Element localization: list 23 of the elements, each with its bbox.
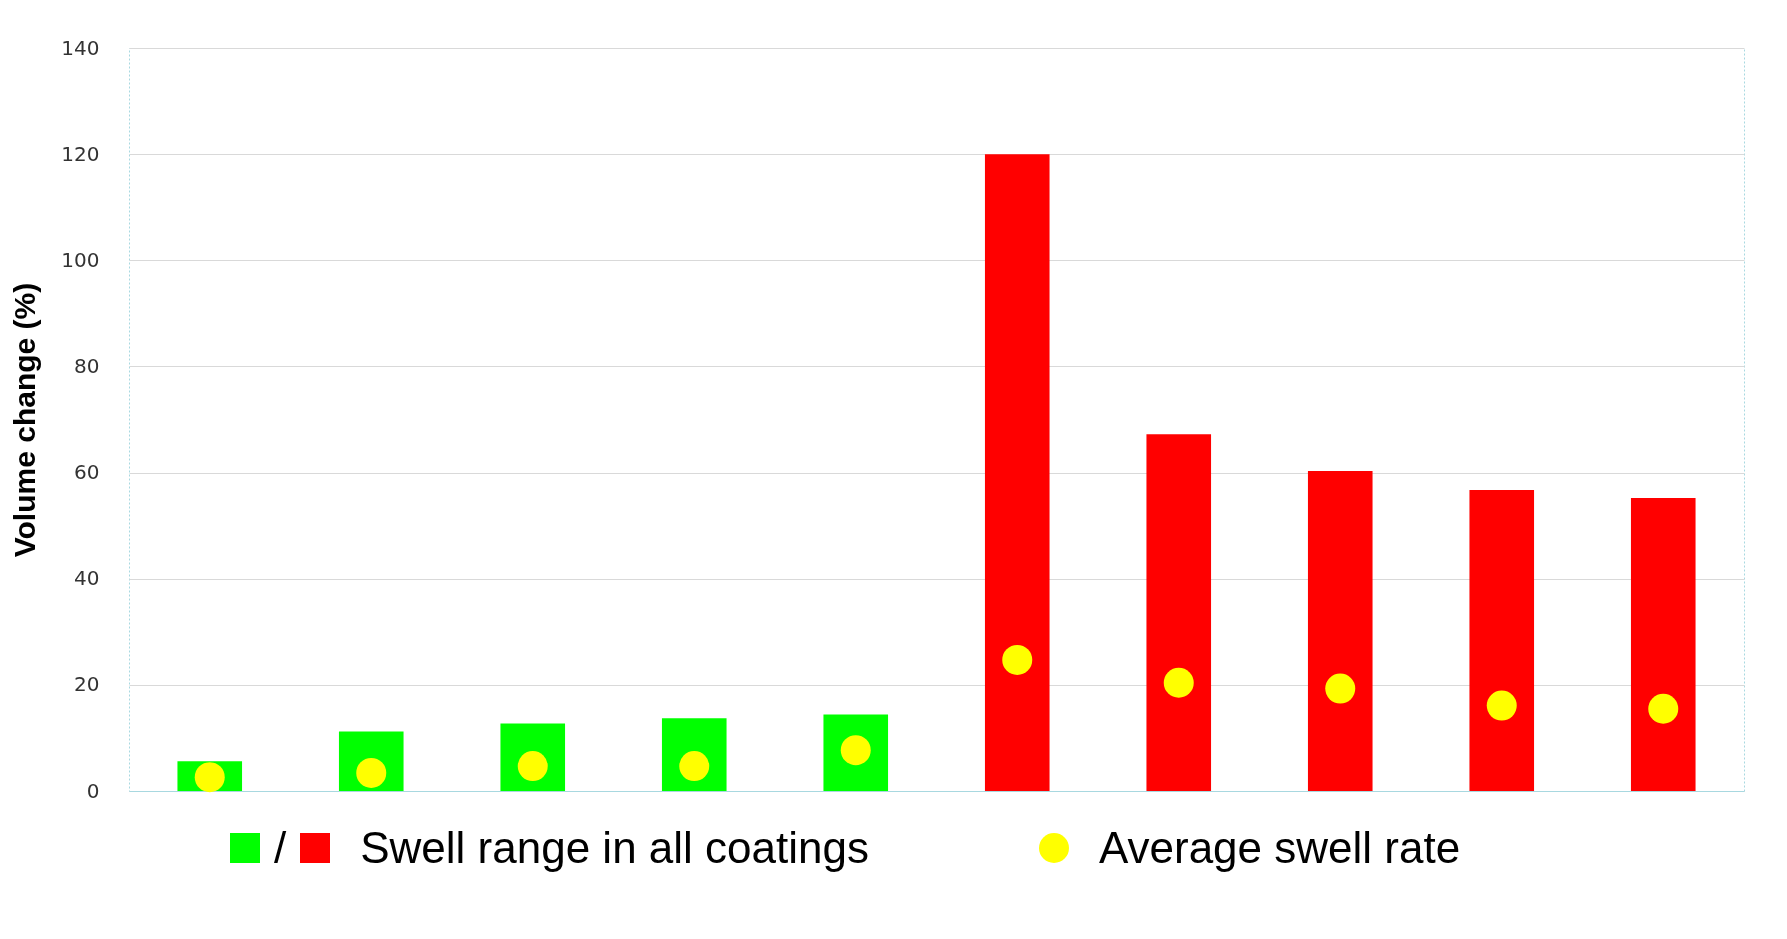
bar xyxy=(1146,434,1212,791)
y-tick-label: 80 xyxy=(74,353,100,378)
point xyxy=(1163,667,1194,698)
point xyxy=(1486,690,1517,721)
y-tick-label: 140 xyxy=(61,35,100,60)
legend-label: Swell range in all coatings xyxy=(360,823,869,873)
y-axis-title: Volume change (%) xyxy=(8,282,42,558)
point xyxy=(1648,693,1679,724)
bar xyxy=(1630,498,1696,791)
point xyxy=(194,762,225,793)
point xyxy=(1002,644,1033,675)
y-tick-label: 40 xyxy=(74,566,100,591)
text: / xyxy=(274,823,287,873)
point xyxy=(1325,673,1356,704)
bar xyxy=(1469,490,1535,791)
bar xyxy=(984,154,1050,791)
y-tick-label: 120 xyxy=(61,141,100,166)
y-tick-label: 100 xyxy=(61,247,100,272)
y-tick-label: 60 xyxy=(74,460,100,485)
bar xyxy=(1307,470,1373,791)
legend-label: Average swell rate xyxy=(1098,823,1461,873)
y-tick-label: 0 xyxy=(86,778,100,803)
y-tick-label: 20 xyxy=(74,672,100,697)
